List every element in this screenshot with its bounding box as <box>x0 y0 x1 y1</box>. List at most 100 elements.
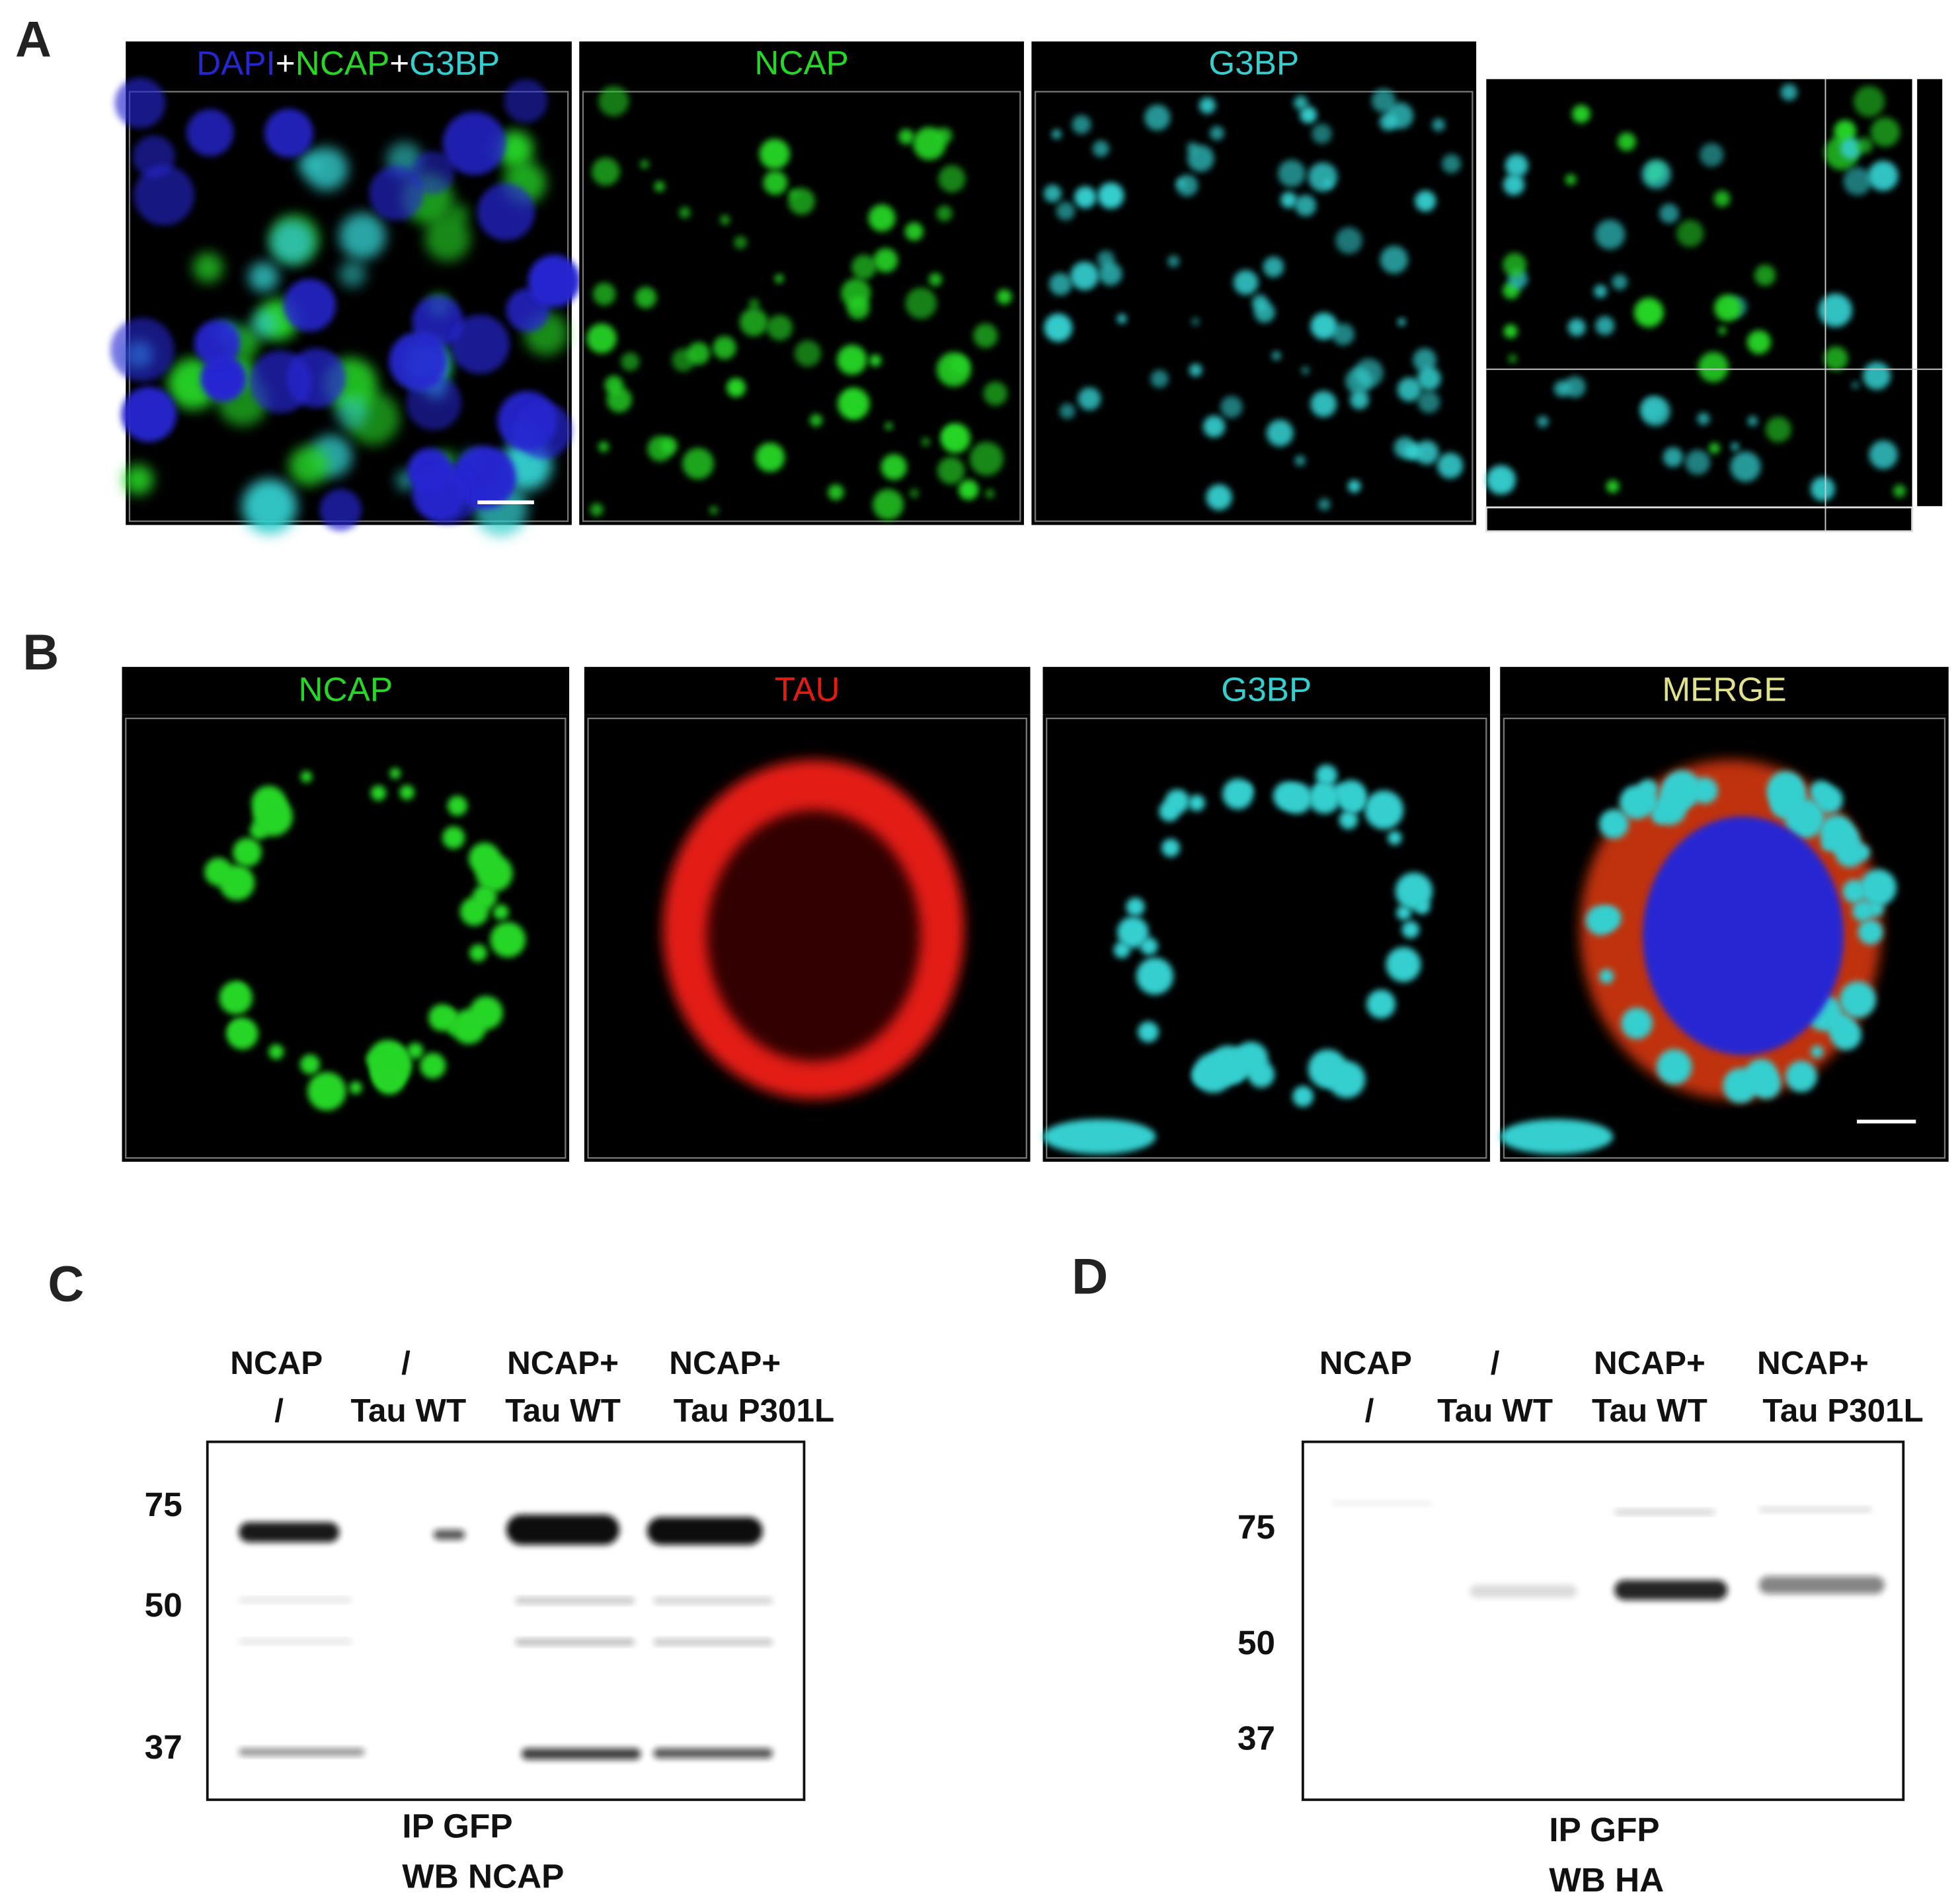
size-marker: 50 <box>145 1586 182 1624</box>
cell <box>1202 415 1226 438</box>
band <box>1331 1500 1432 1506</box>
band <box>506 1514 620 1545</box>
cell <box>1294 455 1306 466</box>
title-part: NCAP <box>295 44 390 81</box>
cell <box>847 297 870 320</box>
cell <box>1612 274 1628 290</box>
cell <box>1294 194 1317 217</box>
granule <box>407 1042 424 1059</box>
cell <box>1594 219 1626 250</box>
title-part: + <box>389 44 409 81</box>
ortho-border <box>1485 506 1914 533</box>
panel-label: D <box>1072 1248 1108 1305</box>
cell <box>788 188 815 215</box>
cell <box>660 437 678 455</box>
cell <box>477 183 535 241</box>
cell <box>767 315 793 341</box>
cell <box>424 215 471 262</box>
cell <box>1867 161 1899 191</box>
cell <box>1310 391 1337 418</box>
granule <box>1117 916 1149 948</box>
cell <box>1397 318 1406 326</box>
cell <box>1233 270 1259 295</box>
title-part: + <box>276 44 295 81</box>
cell <box>898 129 914 145</box>
band <box>515 1639 635 1646</box>
band <box>1470 1585 1577 1598</box>
granule <box>1388 831 1402 845</box>
box-outline <box>1503 717 1946 1159</box>
cell <box>1641 159 1672 189</box>
cell <box>679 207 691 219</box>
cell <box>1659 203 1680 224</box>
header-bar <box>1500 667 1949 715</box>
cell <box>121 387 177 442</box>
cell <box>1393 437 1416 459</box>
cell <box>635 286 657 309</box>
cell <box>1042 1119 1156 1155</box>
band <box>1758 1576 1885 1594</box>
band <box>433 1529 465 1540</box>
cell <box>884 422 893 430</box>
granule <box>451 1009 487 1044</box>
granule <box>447 796 468 816</box>
cell <box>873 248 898 273</box>
cell <box>1097 250 1115 268</box>
cell <box>319 488 362 531</box>
lane-label: NCAP+ <box>1594 1345 1705 1381</box>
cell <box>1563 376 1586 398</box>
cell <box>586 323 617 354</box>
cell <box>1318 498 1331 511</box>
cell <box>654 180 665 192</box>
cell <box>1072 114 1091 135</box>
granule <box>1138 1021 1159 1043</box>
cell <box>1731 442 1739 451</box>
cell <box>948 429 962 443</box>
cell <box>1176 174 1198 197</box>
cell <box>720 215 730 225</box>
cell <box>1676 219 1704 248</box>
cell <box>1486 465 1516 495</box>
granule <box>1339 810 1358 829</box>
cell <box>1301 366 1310 375</box>
lane-label: NCAP+ <box>507 1345 619 1381</box>
cell <box>845 391 857 404</box>
cell <box>110 317 175 382</box>
cell <box>1043 184 1062 203</box>
cell <box>1746 330 1771 354</box>
cell <box>1387 102 1414 130</box>
cell <box>186 109 234 157</box>
cell <box>338 260 366 288</box>
lane-label: Tau P301L <box>1762 1392 1923 1429</box>
cell <box>1697 412 1710 426</box>
panel-title: NCAP <box>754 44 849 81</box>
cell <box>1633 297 1664 328</box>
box-outline <box>125 717 567 1159</box>
granule <box>1188 794 1205 812</box>
nucleus <box>1642 816 1844 1055</box>
blot-caption: IP GFP <box>402 1807 512 1845</box>
cell <box>1332 323 1355 346</box>
cell <box>250 310 278 338</box>
cell <box>1700 143 1724 167</box>
cell <box>1765 416 1791 443</box>
cell <box>283 278 336 332</box>
granule <box>492 904 509 921</box>
granule <box>1192 1065 1213 1086</box>
granule <box>349 1081 362 1094</box>
cell <box>1567 318 1586 336</box>
cell <box>996 289 1012 305</box>
cell <box>1595 316 1615 336</box>
cell <box>1354 358 1384 388</box>
cell <box>1070 261 1099 291</box>
lane-label: Tau WT <box>1437 1392 1553 1429</box>
size-marker: 37 <box>1237 1719 1275 1757</box>
granule <box>1752 1070 1781 1099</box>
lane-label: Tau WT <box>350 1392 466 1429</box>
band <box>647 1517 763 1545</box>
granule <box>300 1054 321 1075</box>
cell <box>192 252 223 283</box>
cell <box>442 112 506 175</box>
band <box>515 1597 635 1604</box>
